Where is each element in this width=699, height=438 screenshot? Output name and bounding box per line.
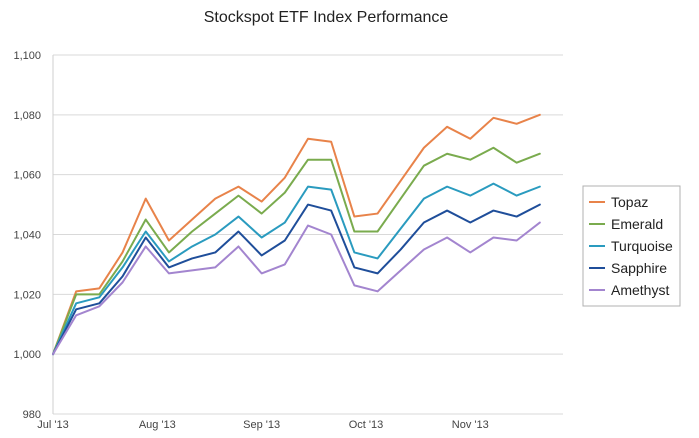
series-line-topaz <box>52 113 541 356</box>
y-tick-label: 1,080 <box>13 110 41 122</box>
y-tick-label: 1,020 <box>13 289 41 301</box>
chart-title: Stockspot ETF Index Performance <box>204 9 449 26</box>
y-tick-label: 980 <box>23 409 41 421</box>
y-tick-label: 1,060 <box>13 170 41 182</box>
y-tick-label: 1,000 <box>13 349 41 361</box>
legend-label-amethyst: Amethyst <box>611 282 669 298</box>
legend-label-turquoise: Turquoise <box>611 238 673 254</box>
y-tick-label: 1,040 <box>13 230 41 242</box>
x-tick-label: Sep '13 <box>243 419 280 431</box>
series-line-emerald <box>52 146 541 356</box>
series-line-turquoise <box>52 182 541 356</box>
x-tick-label: Oct '13 <box>349 419 384 431</box>
x-tick-label: Jul '13 <box>37 419 68 431</box>
legend-label-sapphire: Sapphire <box>611 260 667 276</box>
series-line-sapphire <box>52 203 541 356</box>
y-tick-label: 1,100 <box>13 50 41 62</box>
legend: Topaz Emerald Turquoise Sapphire Amethyst <box>582 185 681 307</box>
legend-label-topaz: Topaz <box>611 194 648 210</box>
x-tick-label: Aug '13 <box>139 419 176 431</box>
y-axis-ticks: 980 1,000 1,020 1,040 1,060 1,080 1,100 <box>13 50 41 421</box>
series-lines <box>52 113 541 356</box>
series-line-amethyst <box>52 221 541 356</box>
x-axis-ticks: Jul '13 Aug '13 Sep '13 Oct '13 Nov '13 <box>37 419 488 431</box>
legend-label-emerald: Emerald <box>611 216 663 232</box>
x-tick-label: Nov '13 <box>452 419 489 431</box>
